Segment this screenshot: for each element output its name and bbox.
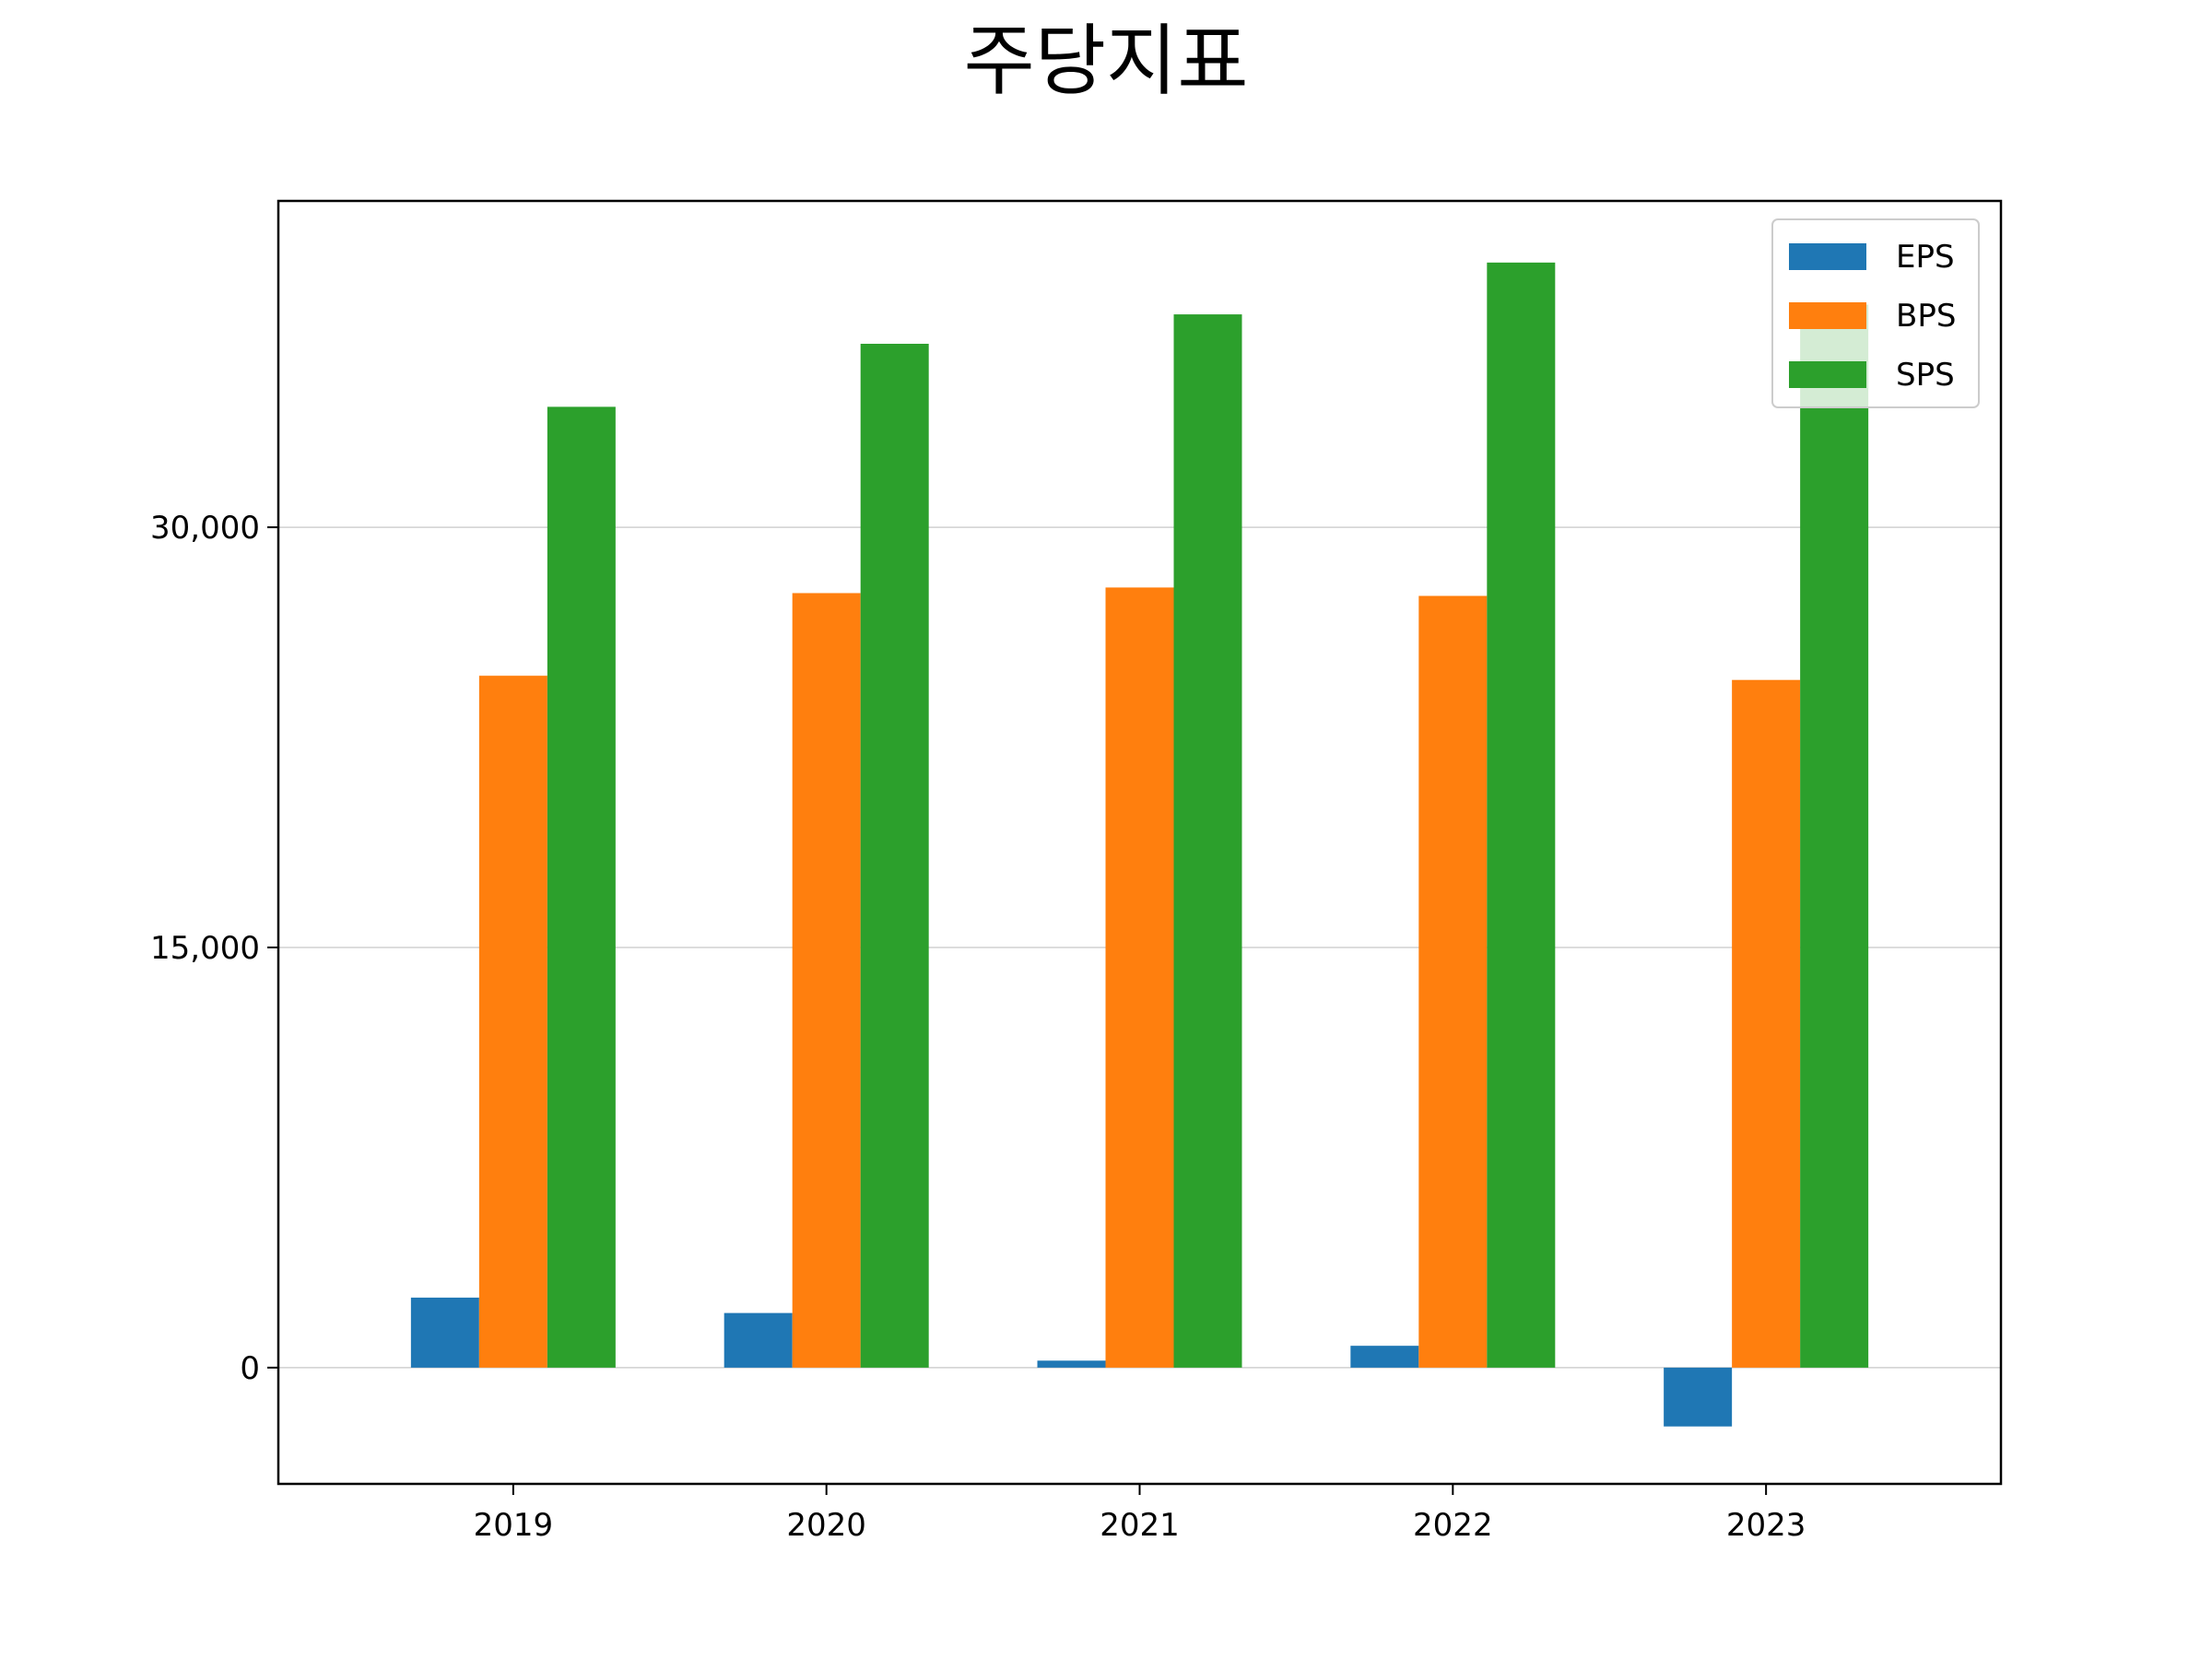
legend-label-eps: EPS — [1896, 239, 1955, 276]
legend-label-sps: SPS — [1896, 357, 1955, 394]
bar-sps-2021 — [1173, 314, 1242, 1368]
bar-eps-2022 — [1350, 1346, 1419, 1368]
bar-sps-2019 — [547, 406, 616, 1368]
legend-label-bps: BPS — [1896, 298, 1956, 335]
y-axis: 0 15,000 30,000 — [150, 510, 278, 1387]
y-tick-label: 0 — [240, 1350, 260, 1387]
y-tick-label: 30,000 — [150, 510, 260, 547]
bar-eps-2019 — [410, 1297, 479, 1368]
bar-sps-2023 — [1800, 304, 1869, 1368]
bar-bps-2021 — [1105, 587, 1174, 1368]
bar-bps-2019 — [478, 676, 547, 1368]
bar-bps-2022 — [1418, 595, 1488, 1368]
x-tick-label: 2019 — [474, 1507, 554, 1544]
x-tick-label: 2023 — [1726, 1507, 1806, 1544]
bar-bps-2020 — [792, 593, 861, 1368]
legend-swatch-sps — [1789, 361, 1866, 388]
bars — [410, 262, 1869, 1427]
x-tick-label: 2020 — [786, 1507, 866, 1544]
bar-sps-2020 — [860, 344, 929, 1368]
chart-title: 주당지표 — [963, 16, 1248, 106]
x-tick-label: 2022 — [1413, 1507, 1493, 1544]
legend-swatch-bps — [1789, 302, 1866, 329]
bar-eps-2020 — [724, 1312, 793, 1368]
bar-bps-2023 — [1732, 679, 1801, 1368]
x-axis: 2019 2020 2021 2022 2023 — [474, 1484, 1806, 1544]
bar-eps-2023 — [1664, 1367, 1733, 1427]
bar-sps-2022 — [1487, 262, 1556, 1368]
x-tick-label: 2021 — [1100, 1507, 1180, 1544]
legend: EPS BPS SPS — [1771, 218, 1980, 408]
legend-swatch-eps — [1789, 243, 1866, 270]
y-tick-label: 15,000 — [150, 930, 260, 967]
bar-eps-2021 — [1037, 1360, 1106, 1368]
